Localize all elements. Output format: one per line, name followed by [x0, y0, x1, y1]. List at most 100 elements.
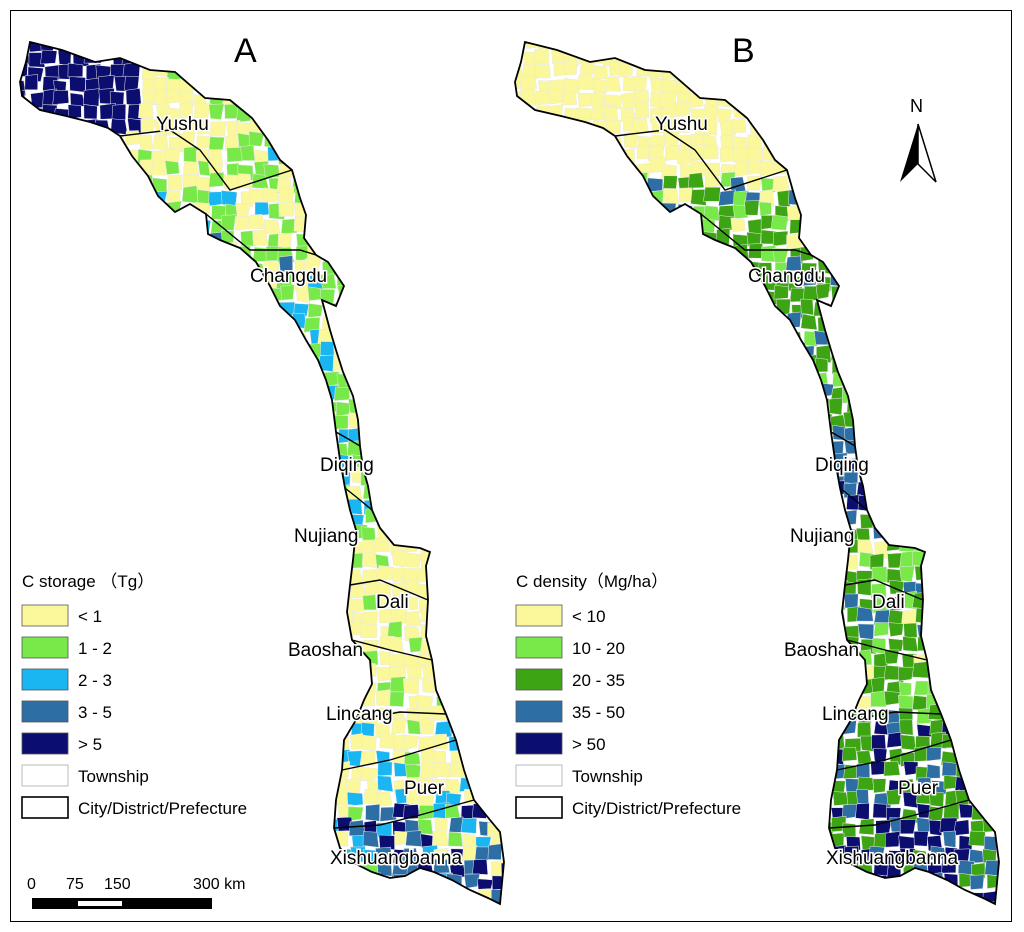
township-polygon [501, 355, 504, 371]
township-polygon [152, 719, 168, 734]
township-polygon [487, 843, 503, 860]
township-polygon [322, 497, 338, 512]
township-polygon [445, 779, 462, 794]
township-polygon [374, 122, 393, 137]
township-polygon [459, 346, 474, 362]
township-polygon [956, 705, 973, 721]
township-polygon [589, 162, 606, 177]
township-polygon [733, 678, 750, 694]
township-polygon [524, 485, 540, 501]
township-polygon [565, 271, 582, 287]
township-polygon [20, 469, 29, 487]
township-polygon [647, 690, 663, 706]
township-polygon [195, 47, 212, 64]
township-polygon [197, 556, 214, 572]
township-polygon [154, 569, 170, 585]
township-polygon [111, 606, 128, 623]
township-polygon [833, 76, 846, 91]
township-polygon [672, 468, 691, 484]
township-polygon [166, 569, 183, 584]
township-polygon [447, 527, 464, 543]
township-polygon [775, 692, 791, 707]
township-polygon [788, 763, 806, 779]
township-polygon [114, 623, 131, 640]
township-polygon [633, 227, 648, 245]
township-polygon [874, 232, 889, 249]
township-polygon [224, 679, 241, 695]
township-polygon [776, 466, 792, 484]
township-polygon [95, 469, 114, 485]
township-polygon [487, 148, 504, 164]
township-polygon [889, 525, 905, 542]
township-polygon [674, 819, 692, 835]
township-polygon [83, 370, 98, 387]
township-polygon [564, 229, 579, 247]
township-polygon [252, 668, 271, 684]
township-polygon [944, 484, 960, 500]
township-polygon [648, 821, 665, 838]
township-polygon [204, 690, 224, 708]
township-polygon [592, 536, 609, 553]
township-polygon [68, 535, 84, 552]
township-polygon [831, 190, 849, 206]
township-polygon [436, 131, 450, 146]
township-polygon [622, 353, 639, 371]
township-polygon [843, 593, 859, 609]
township-polygon [885, 456, 903, 474]
township-polygon [196, 593, 211, 608]
township-polygon [462, 220, 479, 235]
panel-label-b: B [732, 32, 755, 70]
township-polygon [363, 228, 379, 245]
township-polygon [236, 722, 253, 738]
prefecture-boundary [341, 739, 457, 771]
township-polygon [800, 415, 816, 431]
township-polygon [761, 593, 777, 608]
township-polygon [939, 342, 955, 358]
township-polygon [515, 230, 524, 247]
township-polygon [801, 624, 816, 640]
township-polygon [703, 849, 721, 865]
township-polygon [967, 133, 982, 149]
township-polygon [968, 274, 982, 292]
township-polygon [903, 622, 918, 638]
township-polygon [197, 399, 214, 416]
township-polygon [28, 177, 45, 195]
prefecture-boundary [333, 799, 475, 829]
township-polygon [803, 774, 818, 793]
township-polygon [941, 425, 958, 443]
township-polygon [888, 330, 906, 345]
township-polygon [914, 64, 931, 79]
township-polygon [450, 158, 467, 176]
township-polygon [141, 314, 158, 332]
township-polygon [900, 343, 916, 360]
township-polygon [122, 327, 138, 344]
township-polygon [649, 327, 665, 342]
township-polygon [758, 569, 776, 586]
township-polygon [788, 412, 806, 429]
township-polygon [108, 424, 125, 443]
township-polygon [717, 774, 734, 790]
legend-label-2: 10 - 20 [572, 639, 625, 658]
legend-label-4: 35 - 50 [572, 703, 625, 722]
township-polygon [956, 42, 971, 54]
township-polygon [602, 401, 621, 417]
township-polygon [984, 860, 999, 876]
township-polygon [524, 550, 539, 566]
township-polygon [207, 775, 222, 792]
township-polygon [982, 564, 999, 581]
township-polygon [619, 859, 635, 876]
township-polygon [523, 833, 537, 849]
township-polygon [759, 763, 774, 782]
township-polygon [692, 733, 707, 748]
township-polygon [985, 302, 999, 319]
township-polygon [621, 542, 637, 558]
township-polygon [252, 299, 271, 315]
township-polygon [167, 508, 183, 526]
township-polygon [499, 102, 504, 121]
township-polygon [799, 679, 817, 696]
township-polygon [954, 723, 971, 738]
township-polygon [249, 357, 265, 372]
township-polygon [254, 201, 270, 217]
township-polygon [747, 804, 765, 820]
township-polygon [124, 130, 141, 146]
